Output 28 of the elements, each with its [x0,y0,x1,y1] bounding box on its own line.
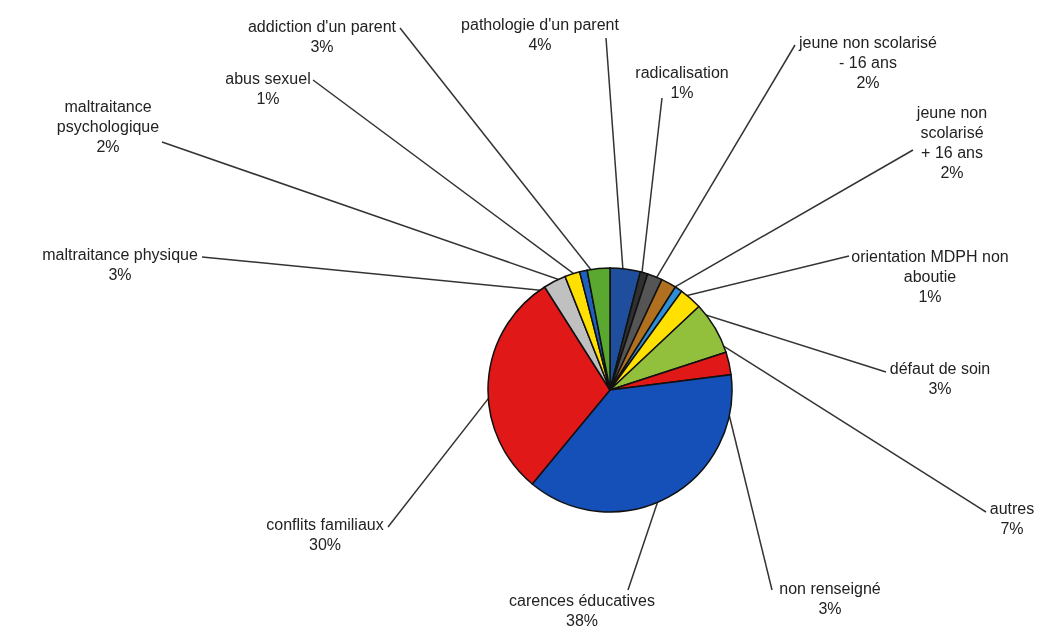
data-label: 7% [1000,520,1024,537]
data-label: 30% [308,536,342,553]
slice-label: abus sexuel [225,70,311,87]
slice-label: conflits familiaux [266,516,384,533]
data-label: 1% [670,84,694,101]
data-label: 3% [108,266,132,283]
data-label: 38% [565,612,599,629]
slice-label: addiction d'un parent [247,18,397,35]
data-label: 3% [928,380,952,397]
slice-label: radicalisation [635,64,729,81]
data-label: 2% [856,74,880,91]
slice-label: maltraitance psychologique [56,98,160,135]
slice-label: jeune non scolarisé - 16 ans [798,34,938,71]
slice-label: orientation MDPH non aboutie [851,248,1009,285]
data-label: 3% [310,38,334,55]
data-label: 2% [96,138,120,155]
data-label: 1% [918,288,942,305]
slice-label: non renseigné [779,580,881,597]
slice-label: carences éducatives [509,592,655,609]
slice-label: pathologie d'un parent [461,16,620,33]
slice-label: défaut de soin [889,360,991,377]
data-label: 1% [256,90,280,107]
data-label: 2% [940,164,964,181]
data-label: 3% [818,600,842,617]
slice-label: jeune non scolarisé + 16 ans [915,104,988,161]
slice-label: maltraitance physique [42,246,198,263]
data-label: 4% [528,36,552,53]
slice-label: autres [989,500,1035,517]
